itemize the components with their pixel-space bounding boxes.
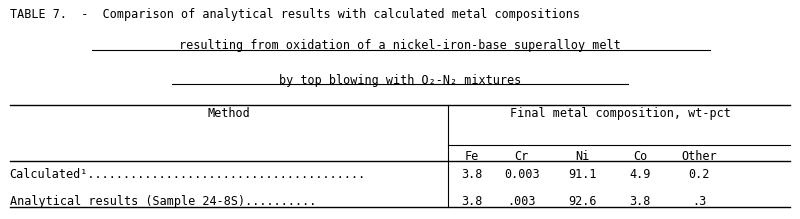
Text: Analytical results (Sample 24-8S)..........: Analytical results (Sample 24-8S).......… [10,195,316,208]
Text: 4.9: 4.9 [630,168,650,180]
Text: 3.8: 3.8 [462,195,482,208]
Text: 0.003: 0.003 [504,168,539,180]
Text: Method: Method [207,107,250,120]
Text: Ni: Ni [575,150,590,163]
Text: Calculated¹.......................................: Calculated¹.............................… [10,168,366,180]
Text: TABLE 7.  -  Comparison of analytical results with calculated metal compositions: TABLE 7. - Comparison of analytical resu… [10,8,579,21]
Text: 0.2: 0.2 [689,168,710,180]
Text: 3.8: 3.8 [630,195,650,208]
Text: 91.1: 91.1 [568,168,597,180]
Text: .003: .003 [507,195,536,208]
Text: Other: Other [682,150,717,163]
Text: 3.8: 3.8 [462,168,482,180]
Text: Final metal composition, wt-pct: Final metal composition, wt-pct [510,107,731,120]
Text: by top blowing with O₂-N₂ mixtures: by top blowing with O₂-N₂ mixtures [279,74,521,87]
Text: .3: .3 [692,195,706,208]
Text: Cr: Cr [514,150,529,163]
Text: Co: Co [633,150,647,163]
Text: resulting from oxidation of a nickel-iron-base superalloy melt: resulting from oxidation of a nickel-iro… [179,39,621,52]
Text: 92.6: 92.6 [568,195,597,208]
Text: Fe: Fe [465,150,479,163]
